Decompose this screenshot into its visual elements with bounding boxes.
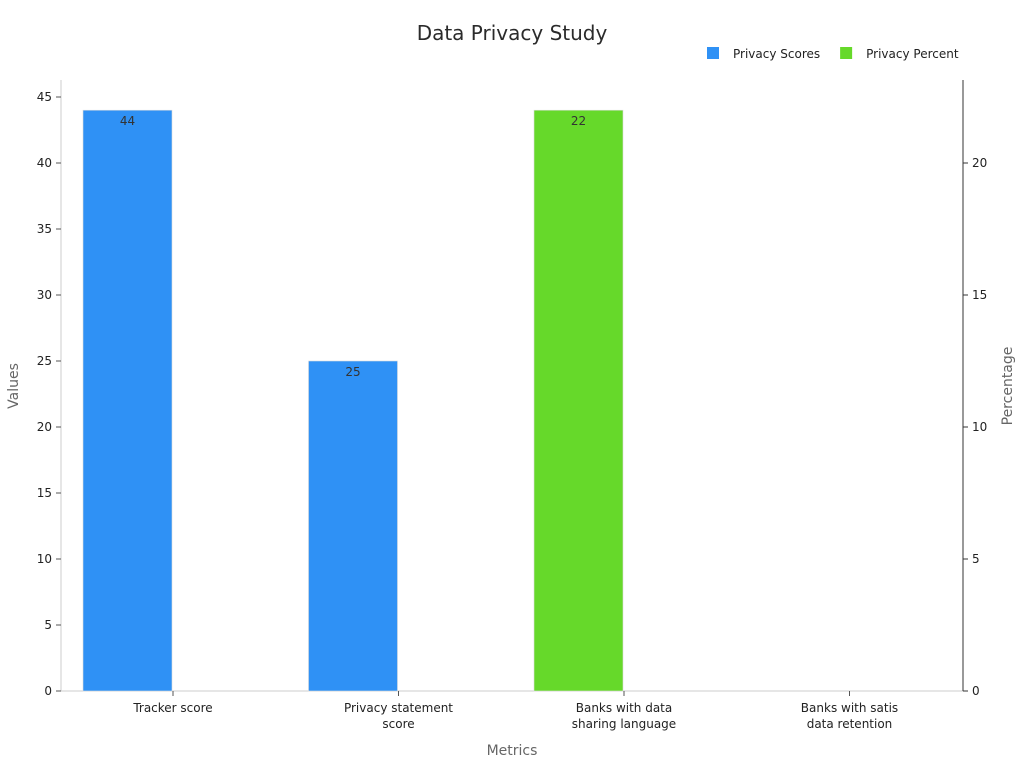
legend-swatch [840,47,853,59]
bar-privacy-percent [533,109,624,692]
y-tick-label: 20 [37,420,52,434]
y-tick-label: 30 [37,288,52,302]
x-tick-label-line: Banks with satis [801,701,898,715]
y-tick-label: 25 [37,354,52,368]
y-tick-label: 5 [44,618,52,632]
plot-area: 0 5 10 15 20 25 30 35 40 45 0 5 10 15 20 Tracker score 4… [37,47,987,731]
x-tick-label: Banks with satis data retention [801,701,898,731]
y-tick-label: 0 [44,684,52,698]
y-tick-label: 40 [37,156,52,170]
y-tick-label: 45 [37,90,52,104]
legend-swatch [707,47,719,59]
bar-value-label: 25 [345,365,360,379]
y-tick-label: 15 [37,486,52,500]
y2-tick-label: 20 [972,156,987,170]
y-tick-label: 10 [37,552,52,566]
y-tick-label: 35 [37,222,52,236]
y2-tick-label: 10 [972,420,987,434]
legend-label: Privacy Scores [733,47,820,61]
x-axis-title: Metrics [487,743,538,759]
x-tick-label-line: Tracker score [132,701,212,715]
bar-privacy-scores [82,109,173,692]
x-tick-label: Banks with data sharing language [572,701,676,731]
x-tick-label-line: data retention [807,717,893,731]
x-tick-label: Privacy statement score [344,701,453,731]
x-tick-label-line: Banks with data [576,701,673,715]
chart-title: Data Privacy Study [417,21,608,45]
y2-tick-label: 0 [972,684,980,698]
bar-value-label: 22 [571,114,586,128]
legend-label: Privacy Percent [866,47,959,61]
x-tick-label-line: sharing language [572,717,676,731]
y-axis-title: Values [6,363,22,409]
y2-tick-label: 5 [972,552,980,566]
y2-tick-label: 15 [972,288,987,302]
bar-value-label: 44 [120,114,135,128]
x-tick-label-line: Privacy statement [344,701,453,715]
x-tick-label: Tracker score [132,701,212,715]
bar-privacy-scores [308,360,398,692]
x-tick-label-line: score [382,717,414,731]
y2-axis-title: Percentage [1000,347,1016,426]
